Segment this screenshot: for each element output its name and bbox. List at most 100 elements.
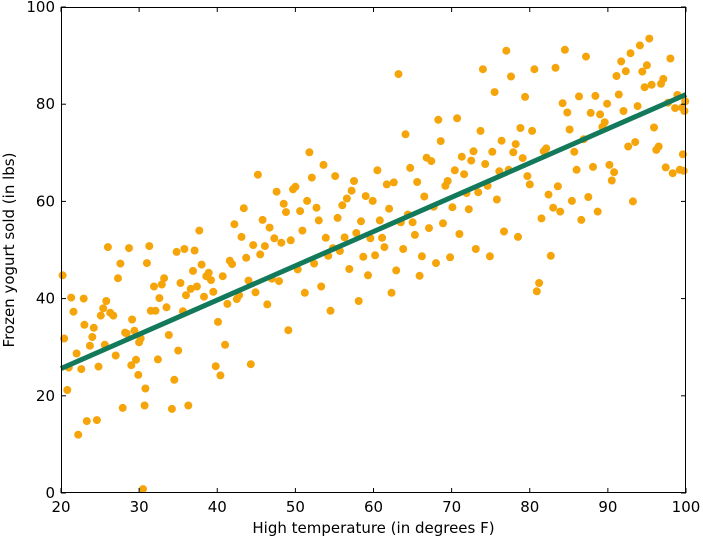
- data-point: [92, 416, 101, 425]
- data-point: [626, 49, 635, 58]
- data-point: [507, 72, 515, 81]
- data-point: [671, 104, 680, 113]
- data-point: [406, 163, 415, 172]
- data-point: [174, 346, 183, 355]
- data-point: [140, 401, 149, 410]
- data-point: [434, 115, 443, 124]
- data-point: [410, 230, 419, 239]
- data-point: [523, 172, 532, 181]
- data-point: [284, 326, 293, 335]
- data-point: [603, 99, 612, 108]
- data-point: [265, 223, 274, 232]
- data-point: [282, 208, 290, 217]
- data-point: [182, 291, 190, 300]
- data-point: [401, 130, 410, 139]
- data-point: [317, 282, 326, 291]
- data-point: [279, 199, 288, 208]
- data-point: [485, 252, 494, 261]
- data-point: [141, 384, 150, 393]
- data-point: [474, 188, 483, 197]
- data-point: [453, 114, 462, 123]
- data-point: [139, 485, 147, 494]
- data-point: [167, 404, 176, 413]
- data-point: [345, 265, 354, 273]
- data-point: [150, 282, 158, 291]
- data-point: [471, 245, 480, 253]
- data-point: [223, 299, 232, 308]
- data-point: [549, 203, 558, 212]
- data-point: [237, 232, 246, 241]
- data-point: [207, 276, 215, 285]
- y-tick-label: 80: [36, 95, 55, 113]
- data-point: [542, 144, 551, 153]
- data-point: [258, 215, 267, 224]
- data-point: [572, 165, 581, 174]
- data-point: [239, 204, 248, 213]
- data-point: [589, 162, 597, 171]
- data-point: [364, 271, 372, 280]
- data-point: [668, 169, 677, 178]
- data-point: [375, 216, 384, 225]
- y-axis-ticks: 0 20 40 60 80 100: [26, 0, 686, 502]
- data-point: [560, 45, 569, 54]
- y-tick-label: 40: [36, 290, 55, 308]
- data-point: [347, 186, 356, 195]
- data-point: [228, 260, 237, 269]
- x-tick-label: 40: [208, 498, 227, 516]
- data-point: [157, 280, 166, 289]
- data-point: [380, 243, 389, 252]
- data-point: [256, 250, 265, 259]
- data-point: [69, 307, 78, 316]
- data-point: [439, 219, 447, 228]
- data-point: [535, 279, 544, 287]
- data-point: [469, 147, 478, 156]
- data-point: [74, 430, 83, 439]
- data-point: [246, 360, 255, 369]
- data-point: [621, 67, 630, 76]
- x-tick-label: 70: [442, 498, 461, 516]
- data-point: [134, 370, 143, 379]
- data-point: [180, 245, 189, 253]
- y-tick-label: 60: [36, 192, 55, 210]
- data-point: [192, 282, 201, 291]
- data-point: [291, 182, 300, 191]
- plot-frame: [61, 7, 686, 493]
- data-point: [352, 229, 361, 237]
- data-point: [666, 54, 675, 63]
- data-point: [492, 195, 501, 204]
- data-point: [263, 300, 272, 309]
- data-point: [155, 294, 164, 303]
- data-point: [500, 227, 508, 236]
- data-point: [371, 251, 380, 260]
- data-point: [96, 311, 105, 320]
- data-point: [511, 140, 520, 149]
- data-point: [577, 215, 586, 224]
- data-point: [678, 150, 687, 159]
- data-point: [109, 311, 118, 320]
- data-point: [186, 284, 195, 293]
- data-point: [565, 125, 574, 134]
- y-tick-label: 100: [26, 0, 55, 16]
- data-point: [63, 386, 72, 394]
- data-point: [408, 218, 417, 227]
- data-point: [303, 196, 312, 205]
- data-point: [160, 274, 169, 283]
- data-point: [211, 362, 220, 371]
- data-point: [635, 41, 644, 50]
- data-point: [195, 226, 204, 235]
- y-tick-label: 20: [36, 387, 55, 405]
- data-point: [314, 216, 323, 225]
- data-point: [338, 201, 347, 210]
- data-point: [350, 177, 358, 185]
- data-point: [530, 65, 539, 74]
- data-point: [476, 126, 485, 135]
- data-point: [443, 177, 452, 185]
- data-point: [342, 194, 351, 203]
- data-point: [575, 92, 583, 101]
- data-point: [357, 217, 365, 226]
- x-axis-ticks: 20 30 40 50 60 70 80 90 100: [51, 7, 700, 516]
- data-point: [497, 136, 506, 145]
- data-point: [172, 247, 181, 256]
- data-point: [450, 166, 459, 175]
- data-point: [389, 178, 398, 187]
